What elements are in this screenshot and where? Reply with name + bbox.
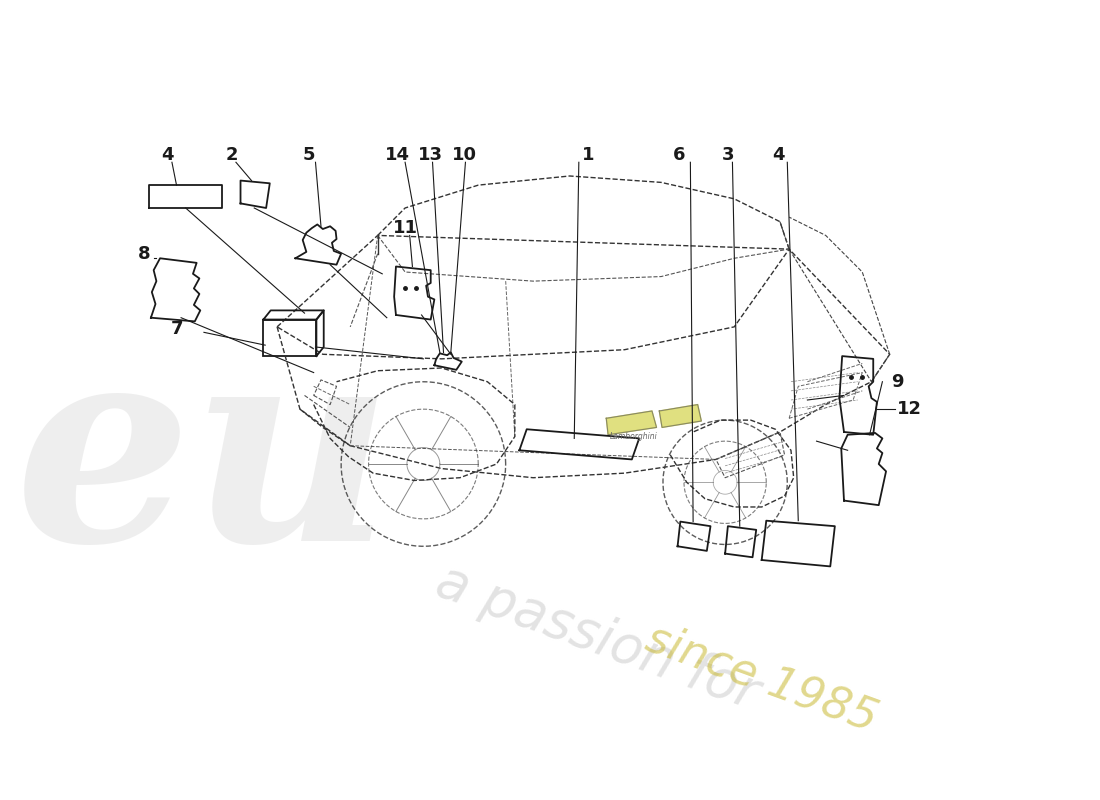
Text: 11: 11 bbox=[393, 219, 418, 237]
Text: since 1985: since 1985 bbox=[640, 617, 883, 741]
Text: 12: 12 bbox=[898, 400, 922, 418]
Text: 3: 3 bbox=[722, 146, 734, 164]
Text: a passion for: a passion for bbox=[429, 555, 766, 720]
Text: 13: 13 bbox=[418, 146, 443, 164]
Polygon shape bbox=[606, 411, 657, 434]
Bar bbox=[263, 319, 317, 356]
Text: 1: 1 bbox=[582, 146, 594, 164]
Text: 9: 9 bbox=[891, 373, 903, 390]
Text: 10: 10 bbox=[452, 146, 477, 164]
Text: 6: 6 bbox=[673, 146, 685, 164]
Text: 5: 5 bbox=[302, 146, 316, 164]
Text: eu: eu bbox=[14, 330, 394, 598]
Text: 14: 14 bbox=[385, 146, 410, 164]
Text: Lamborghini: Lamborghini bbox=[609, 432, 658, 441]
Polygon shape bbox=[659, 405, 702, 427]
Text: 2: 2 bbox=[226, 146, 238, 164]
Text: 7: 7 bbox=[170, 320, 183, 338]
Text: 4: 4 bbox=[772, 146, 784, 164]
Text: 8: 8 bbox=[139, 245, 151, 262]
Text: 4: 4 bbox=[161, 146, 174, 164]
